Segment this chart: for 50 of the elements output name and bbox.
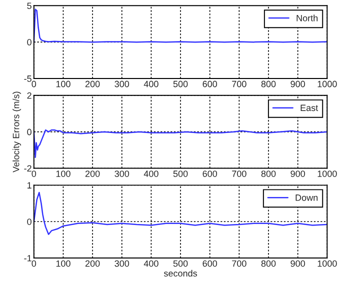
x-tick-label: 700 xyxy=(232,170,246,177)
x-tick-label: 600 xyxy=(202,80,218,88)
x-tick-label: 100 xyxy=(56,80,70,88)
x-tick-label: 500 xyxy=(173,170,188,177)
y-tick-label: -2 xyxy=(24,165,32,172)
x-tick-label: 1000 xyxy=(318,80,337,88)
y-tick-label: -1 xyxy=(24,255,32,262)
x-tick-label: 0 xyxy=(32,170,36,177)
y-tick-label: 2 xyxy=(27,92,32,99)
x-tick-label: 300 xyxy=(114,260,130,267)
line-series xyxy=(34,129,328,158)
x-tick-label: 200 xyxy=(85,80,100,88)
y-tick-label: 0 xyxy=(27,128,32,136)
y-axis-title: Velocity Errors (m/s) xyxy=(12,92,22,172)
x-tick-label: 800 xyxy=(261,170,276,177)
y-tick-label: 0 xyxy=(27,218,32,225)
x-tick-label: 100 xyxy=(56,260,70,267)
x-tick-label: 400 xyxy=(144,170,158,177)
x-tick-label: 400 xyxy=(144,80,158,88)
x-tick-label: 800 xyxy=(261,260,276,267)
x-tick-label: 300 xyxy=(114,170,130,177)
x-tick-label: 500 xyxy=(173,80,188,88)
line-series xyxy=(34,192,328,235)
legend-label: East xyxy=(300,104,318,112)
x-tick-label: 700 xyxy=(232,260,246,267)
legend-label: North xyxy=(296,14,318,22)
x-tick-label: 1000 xyxy=(318,260,337,267)
line-series xyxy=(34,8,328,43)
x-tick-label: 1000 xyxy=(318,170,337,177)
x-tick-label: 100 xyxy=(56,170,70,177)
x-tick-label: 900 xyxy=(290,80,305,88)
x-tick-label: 0 xyxy=(32,260,36,267)
x-tick-label: 200 xyxy=(85,170,100,177)
x-tick-label: 700 xyxy=(232,80,246,88)
x-tick-label: 600 xyxy=(202,260,218,267)
y-tick-label: -5 xyxy=(24,76,32,82)
x-tick-label: 800 xyxy=(261,80,276,88)
y-tick-label: 5 xyxy=(27,2,32,9)
legend-label: Down xyxy=(296,194,318,201)
x-axis-title: seconds xyxy=(164,270,198,277)
x-tick-label: 400 xyxy=(144,260,158,267)
y-tick-label: 0 xyxy=(27,39,32,46)
x-tick-label: 900 xyxy=(290,170,305,177)
x-tick-label: 900 xyxy=(290,260,305,267)
x-tick-label: 600 xyxy=(202,170,218,177)
x-tick-label: 0 xyxy=(32,80,36,88)
x-tick-label: 500 xyxy=(173,260,188,267)
y-tick-label: 1 xyxy=(27,182,32,188)
x-tick-label: 300 xyxy=(114,80,130,88)
x-tick-label: 200 xyxy=(85,260,100,267)
